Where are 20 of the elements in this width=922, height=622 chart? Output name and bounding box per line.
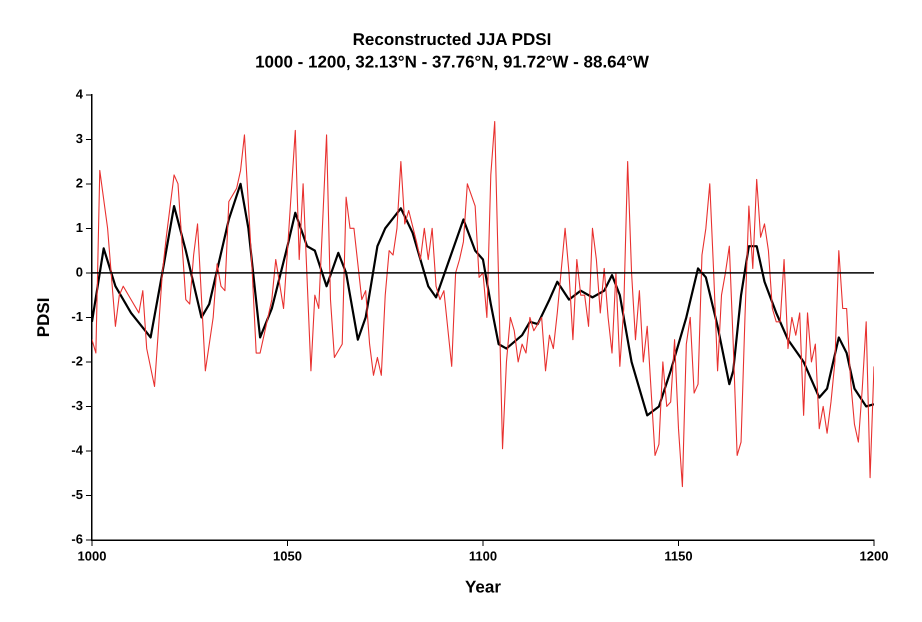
y-tick-label: -1 (71, 308, 83, 324)
x-tick-label: 1000 (78, 548, 106, 564)
y-tick-label: -4 (71, 442, 84, 458)
x-tick-label: 1200 (860, 548, 888, 564)
y-tick-label: -5 (71, 487, 83, 502)
x-tick-label: 1150 (664, 548, 693, 564)
y-tick-label: 1 (76, 220, 83, 235)
chart-subtitle: 1000 - 1200, 32.13°N - 37.76°N, 91.72°W - 88.64°W (255, 52, 650, 72)
y-tick-label: 0 (76, 264, 83, 280)
x-axis-title: Year (465, 577, 502, 596)
y-axis-title: PDSI (34, 298, 53, 338)
y-tick-label: 2 (76, 175, 83, 190)
x-tick-label: 1100 (468, 548, 498, 564)
y-tick-label: -2 (71, 354, 83, 368)
chart-title: Reconstructed JJA PDSI (352, 30, 552, 49)
y-tick-label: -3 (71, 398, 83, 414)
y-tick-label: 4 (76, 86, 84, 102)
y-tick-label: -6 (71, 532, 83, 547)
y-tick-label: 3 (76, 130, 83, 146)
x-tick-label: 1050 (273, 548, 302, 564)
